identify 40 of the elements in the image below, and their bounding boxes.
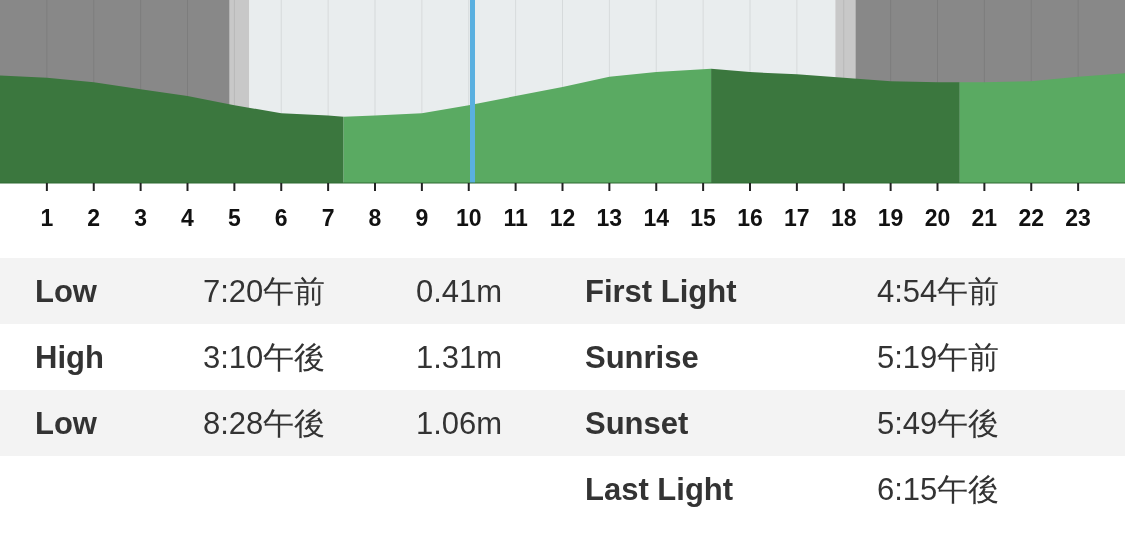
text: 0.41m (416, 274, 503, 309)
text: 5:49午後 (877, 406, 1000, 441)
text: 4:54午前 (877, 274, 1000, 309)
text: 8:28午後 (203, 406, 326, 441)
x-tick-label: 14 (643, 205, 670, 231)
text: Low (35, 406, 98, 441)
text: 6:15午後 (877, 472, 1000, 507)
x-tick-label: 23 (1065, 205, 1091, 231)
x-tick-label: 13 (596, 205, 623, 231)
x-tick-label: 1 (40, 205, 54, 231)
x-tick-label: 16 (737, 205, 763, 231)
text: Low (35, 274, 98, 309)
x-tick-label: 21 (971, 205, 998, 231)
x-tick-label: 20 (924, 205, 951, 231)
text: Sunrise (585, 340, 699, 375)
x-tick-label: 18 (830, 205, 857, 231)
text: First Light (585, 274, 737, 309)
x-tick-label: 22 (1018, 205, 1045, 231)
x-tick-label: 2 (87, 205, 101, 231)
x-tick-label: 19 (877, 205, 904, 231)
text: 7:20午前 (203, 274, 326, 309)
text: 1.06m (416, 406, 503, 441)
x-tick-label: 8 (368, 205, 382, 231)
x-tick-label: 6 (274, 205, 288, 231)
text: 1.31m (416, 340, 503, 375)
x-tick-label: 10 (455, 205, 482, 231)
x-tick-label: 4 (181, 205, 195, 231)
x-tick-label: 7 (321, 205, 335, 231)
x-tick-label: 5 (227, 205, 241, 231)
x-tick-label: 11 (503, 205, 528, 231)
text: 5:19午前 (877, 340, 1000, 375)
text: Sunset (585, 406, 689, 441)
x-tick-label: 9 (415, 205, 429, 231)
x-tick-label: 12 (549, 205, 576, 231)
x-tick-label: 17 (784, 205, 810, 231)
x-tick-label: 3 (134, 205, 148, 231)
x-tick-label: 15 (690, 205, 717, 231)
text: High (35, 340, 104, 375)
text: 3:10午後 (203, 340, 326, 375)
text: Last Light (585, 472, 734, 507)
